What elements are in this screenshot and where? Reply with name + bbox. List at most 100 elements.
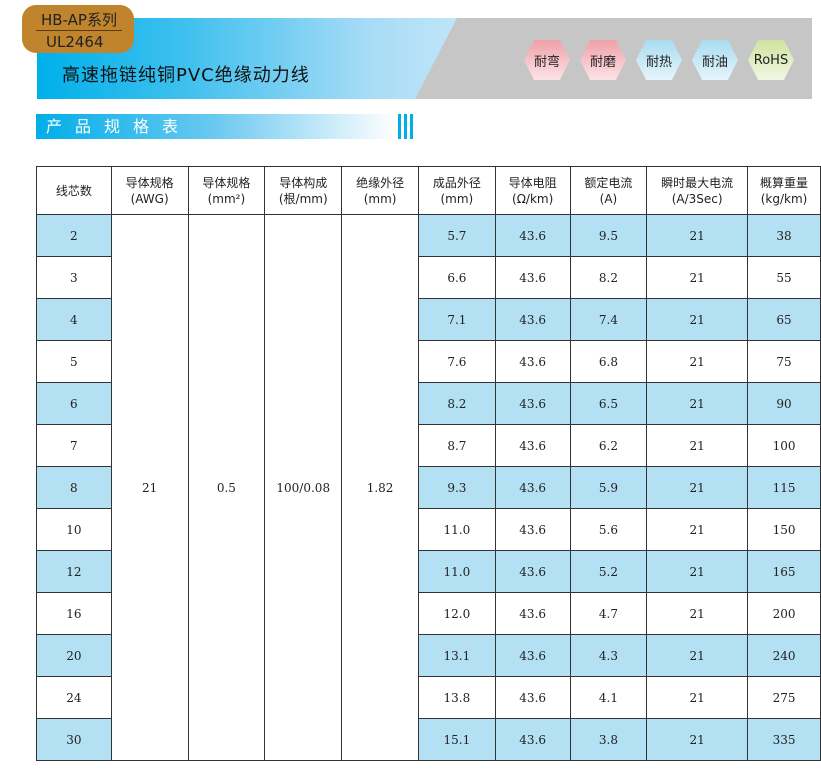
table-cell: 90	[747, 382, 821, 425]
table-cell: 43.6	[494, 550, 571, 593]
table-row: 20 13.1 43.6 4.3 21 240	[36, 634, 821, 677]
table-cell: 21	[646, 298, 749, 341]
table-cell: 6.8	[569, 340, 648, 383]
table-cell: 2	[36, 214, 112, 257]
header-unit: (mm)	[363, 191, 397, 206]
table-row: 3 6.6 43.6 8.2 21 55	[36, 256, 821, 299]
merged-cell-construction: 100/0.08	[264, 214, 343, 761]
table-cell: 24	[36, 676, 112, 719]
table-cell: 43.6	[494, 424, 571, 467]
table-cell: 16	[36, 592, 112, 635]
header-unit: (根/mm)	[278, 191, 328, 206]
table-cell: 8	[36, 466, 112, 509]
table-cell: 21	[646, 508, 749, 551]
table-cell: 4.3	[569, 634, 648, 677]
header-unit: (kg/km)	[760, 191, 808, 206]
table-cell: 43.6	[494, 592, 571, 635]
spec-table: 线芯数 导体规格 (AWG) 导体规格 (mm²) 导体构成 (根/mm) 绝缘外径 (mm) 成…	[36, 166, 821, 761]
table-cell: 5.2	[569, 550, 648, 593]
table-cell: 5.6	[569, 508, 648, 551]
header-unit: (mm)	[440, 191, 474, 206]
table-cell: 13.8	[417, 676, 496, 719]
table-row: 4 7.1 43.6 7.4 21 65	[36, 298, 821, 341]
header-label: 导体构成	[279, 175, 328, 190]
table-cell: 43.6	[494, 298, 571, 341]
feature-badge: 耐磨	[580, 40, 626, 80]
table-cell: 4.1	[569, 676, 648, 719]
header-label: 线芯数	[55, 183, 92, 198]
table-cell: 240	[747, 634, 821, 677]
table-row: 16 12.0 43.6 4.7 21 200	[36, 592, 821, 635]
table-cell: 75	[747, 340, 821, 383]
table-cell: 9.3	[417, 466, 496, 509]
table-cell: 11.0	[417, 550, 496, 593]
table-cell: 43.6	[494, 508, 571, 551]
table-cell: 21	[646, 550, 749, 593]
table-row: 2 21 0.5 100/0.08 1.82 5.7 43.6 9.5 21 38	[36, 214, 821, 761]
table-cell: 6.5	[569, 382, 648, 425]
table-cell: 6	[36, 382, 112, 425]
feature-badge: 耐热	[636, 40, 682, 80]
table-cell: 7.1	[417, 298, 496, 341]
table-row: 7 8.7 43.6 6.2 21 100	[36, 424, 821, 467]
column-header: 导体构成 (根/mm)	[264, 166, 343, 215]
table-cell: 275	[747, 676, 821, 719]
table-cell: 5	[36, 340, 112, 383]
product-title: 高速拖链纯铜PVC绝缘动力线	[62, 65, 310, 86]
header-unit: (mm²)	[207, 191, 246, 206]
column-header: 导体规格 (mm²)	[187, 166, 266, 215]
table-cell: 43.6	[494, 676, 571, 719]
table-row: 5 7.6 43.6 6.8 21 75	[36, 340, 821, 383]
table-cell: 55	[747, 256, 821, 299]
merged-cell-awg: 21	[110, 214, 189, 761]
table-cell: 21	[646, 466, 749, 509]
header-unit: (AWG)	[130, 191, 169, 206]
table-cell: 21	[646, 676, 749, 719]
table-cell: 21	[646, 718, 749, 761]
feature-badge: RoHS	[748, 40, 794, 80]
header-label: 额定电流	[584, 175, 633, 190]
table-cell: 15.1	[417, 718, 496, 761]
table-cell: 43.6	[494, 718, 571, 761]
header-label: 导体规格	[202, 175, 251, 190]
column-header: 概算重量 (kg/km)	[747, 166, 821, 215]
table-cell: 13.1	[417, 634, 496, 677]
header-label: 导体电阻	[508, 175, 557, 190]
table-cell: 12.0	[417, 592, 496, 635]
header-label: 成品外径	[432, 175, 481, 190]
section-decoration	[398, 114, 415, 139]
table-cell: 10	[36, 508, 112, 551]
table-cell: 11.0	[417, 508, 496, 551]
table-cell: 3	[36, 256, 112, 299]
table-cell: 65	[747, 298, 821, 341]
column-header: 成品外径 (mm)	[417, 166, 496, 215]
feature-badges: 耐弯 耐磨 耐热 耐油 RoHS	[524, 40, 794, 80]
table-cell: 43.6	[494, 340, 571, 383]
feature-badge: 耐弯	[524, 40, 570, 80]
merged-cell-mm2: 0.5	[187, 214, 266, 761]
header-unit: (A)	[599, 191, 618, 206]
header-label: 绝缘外径	[356, 175, 405, 190]
header-label: 导体规格	[125, 175, 174, 190]
table-row: 8 9.3 43.6 5.9 21 115	[36, 466, 821, 509]
header-label: 概算重量	[760, 175, 809, 190]
series-label: HB-AP系列	[36, 10, 122, 31]
table-cell: 43.6	[494, 214, 571, 257]
table-cell: 43.6	[494, 256, 571, 299]
table-header-row: 线芯数 导体规格 (AWG) 导体规格 (mm²) 导体构成 (根/mm) 绝缘外径 (mm) 成…	[36, 166, 821, 215]
table-cell: 21	[646, 214, 749, 257]
table-cell: 335	[747, 718, 821, 761]
table-cell: 21	[646, 340, 749, 383]
header-unit: (Ω/km)	[512, 191, 554, 206]
table-cell: 7.4	[569, 298, 648, 341]
table-cell: 9.5	[569, 214, 648, 257]
table-cell: 21	[646, 256, 749, 299]
table-cell: 6.6	[417, 256, 496, 299]
table-cell: 4.7	[569, 592, 648, 635]
table-cell: 43.6	[494, 382, 571, 425]
table-cell: 4	[36, 298, 112, 341]
model-label: UL2464	[46, 33, 104, 51]
table-cell: 3.8	[569, 718, 648, 761]
column-header: 导体规格 (AWG)	[110, 166, 189, 215]
merged-cell-insulation: 1.82	[341, 214, 419, 761]
